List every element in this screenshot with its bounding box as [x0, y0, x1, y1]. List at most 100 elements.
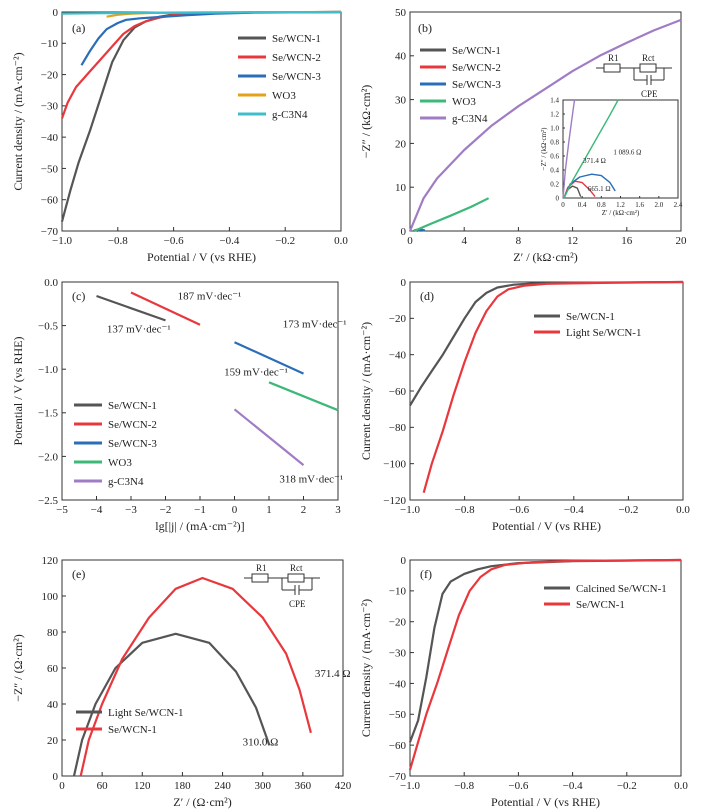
- y-axis-label: Potential / V (vs RHE): [11, 337, 25, 446]
- legend-label: Se/WCN-1: [108, 400, 157, 412]
- series-line: [408, 18, 682, 232]
- x-axis-label: Potential / V (vs RHE): [491, 795, 600, 809]
- y-tick-label: 50: [395, 7, 407, 19]
- series-line: [234, 341, 304, 375]
- y-axis-label: Current density / (mA·cm⁻²): [359, 322, 373, 460]
- legend-label: Se/WCN-2: [272, 52, 321, 64]
- x-tick-label: −0.8: [108, 235, 128, 247]
- x-tick-label: −0.4: [563, 780, 583, 792]
- x-tick-label: 0: [59, 780, 65, 792]
- y-tick-label: 10: [395, 182, 407, 194]
- annotation-label: 318 mV·dec⁻¹: [279, 474, 343, 486]
- x-tick-label: −0.6: [509, 504, 529, 516]
- legend-label: Se/WCN-1: [576, 599, 625, 611]
- x-axis-label: Potential / V (vs RHE): [492, 519, 601, 533]
- annotation-label: 371.4 Ω: [315, 668, 351, 680]
- y-tick-label: 80: [47, 627, 59, 639]
- y-tick-label: 0.2: [550, 180, 559, 188]
- x-axis-label: Z′ / (Ω·cm²): [173, 795, 231, 809]
- circuit-r1-label: R1: [608, 53, 619, 63]
- chart-panel-e: 0 60 120 180 240 300 360 420 0 20 40 60 80 100 120 (e) Z…: [11, 555, 352, 809]
- y-tick-label: 0.0: [44, 277, 58, 289]
- series-line: [422, 280, 684, 493]
- x-tick-label: 0.8: [597, 201, 606, 209]
- x-tick-label: 16: [621, 235, 633, 247]
- y-tick-label: 0.8: [550, 138, 559, 146]
- x-tick-label: 0: [232, 504, 238, 516]
- annotation-label: 187 mV·dec⁻¹: [178, 290, 242, 302]
- annotation-label: 159 mV·dec⁻¹: [224, 366, 288, 378]
- plot-frame: [409, 559, 682, 777]
- y-tick-label: −70: [389, 771, 407, 783]
- legend-label: WO3: [108, 457, 132, 469]
- y-tick-label: 1.2: [550, 110, 559, 118]
- chart-panel-f: −1.0 −0.8 −0.6 −0.4 −0.2 0.0 −70 −60 −50 −40 −30 −2…: [359, 555, 688, 809]
- x-tick-label: −0.4: [564, 504, 584, 516]
- series-line: [563, 99, 619, 199]
- panel-label: (a): [72, 21, 85, 35]
- legend-label: Se/WCN-3: [108, 438, 157, 450]
- chart-panel-b: 0 4 8 12 16 20 0 10 20 30 40 50 (b) Z′ / (kΩ·cm²) −Z″ …: [359, 7, 687, 264]
- y-tick-label: 0: [53, 771, 59, 783]
- y-tick-label: −30: [41, 101, 59, 113]
- y-axis-label: Current density / (mA·cm⁻²): [359, 599, 373, 737]
- circuit-rct-label: Rct: [642, 53, 655, 63]
- y-tick-label: 60: [47, 663, 59, 675]
- x-tick-label: 20: [676, 235, 688, 247]
- x-tick-label: 1.6: [635, 201, 644, 209]
- x-tick-label: 240: [214, 780, 231, 792]
- circuit-cpe-label: CPE: [289, 599, 306, 609]
- x-tick-label: 0.4: [578, 201, 587, 209]
- circuit-cpe-label: CPE: [641, 89, 658, 99]
- y-tick-label: 1.0: [550, 124, 559, 132]
- x-tick-label: −0.2: [617, 780, 637, 792]
- x-tick-label: 0: [407, 235, 413, 247]
- x-tick-label: 1.2: [616, 201, 625, 209]
- series-line: [60, 10, 342, 119]
- plot-frame: [61, 559, 344, 777]
- inset-x-axis-label: Z′ / (kΩ·cm²): [602, 209, 640, 217]
- legend-label: WO3: [272, 90, 296, 102]
- y-tick-label: 0: [401, 226, 407, 238]
- y-tick-label: 0: [401, 277, 407, 289]
- series-line: [413, 197, 490, 233]
- x-tick-label: 120: [134, 780, 151, 792]
- x-tick-label: 2.0: [654, 201, 663, 209]
- y-tick-label: 0.4: [550, 166, 559, 174]
- x-tick-label: 0: [561, 201, 565, 209]
- y-tick-label: −80: [389, 422, 407, 434]
- legend-label: g-C3N4: [108, 476, 144, 488]
- series-line: [130, 291, 201, 326]
- panel-label: (d): [420, 289, 434, 303]
- x-tick-label: 180: [174, 780, 191, 792]
- x-tick-label: 420: [335, 780, 352, 792]
- y-tick-label: −50: [41, 163, 59, 175]
- circuit-r1-resistor: [603, 63, 621, 73]
- legend-label: g-C3N4: [452, 113, 488, 125]
- series-line: [61, 10, 342, 15]
- y-tick-label: −40: [389, 678, 407, 690]
- plot-frame: [61, 281, 339, 501]
- y-tick-label: −30: [389, 647, 407, 659]
- plot-frame: [409, 11, 682, 232]
- series-line: [72, 632, 271, 777]
- y-tick-label: 0: [53, 7, 59, 19]
- y-tick-label: 20: [395, 138, 407, 150]
- x-tick-label: −3: [125, 504, 137, 516]
- y-tick-label: −120: [383, 495, 406, 507]
- x-tick-label: 0.0: [674, 780, 688, 792]
- x-tick-label: −1: [194, 504, 206, 516]
- annotation-label: 137 mV·dec⁻¹: [107, 324, 171, 336]
- x-tick-label: −0.6: [508, 780, 528, 792]
- panel-label: (f): [420, 567, 432, 581]
- legend-label: g-C3N4: [272, 109, 308, 121]
- y-tick-label: −10: [389, 586, 407, 598]
- x-tick-label: −1.0: [400, 504, 420, 516]
- x-tick-label: 1: [266, 504, 272, 516]
- inset-annotation: 371.4 Ω: [583, 157, 606, 165]
- legend-label: Se/WCN-1: [566, 311, 615, 323]
- legend-label: Se/WCN-1: [452, 45, 501, 57]
- inset-chart: 0 0.4 0.8 1.2 1.6 2.0 2.4 0 0.2 0.4 0.6 0.8 1.0 1.2 1.…: [540, 96, 683, 217]
- x-tick-label: −0.8: [455, 504, 475, 516]
